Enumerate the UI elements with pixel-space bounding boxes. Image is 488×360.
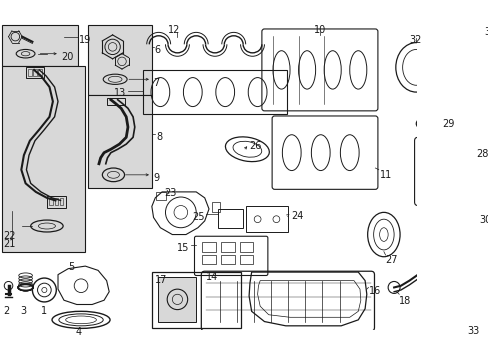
- Text: 14: 14: [206, 272, 218, 282]
- Bar: [202, 255, 215, 264]
- Bar: [221, 255, 234, 264]
- Text: 31: 31: [484, 27, 488, 37]
- Text: 33: 33: [467, 326, 479, 336]
- Text: 32: 32: [408, 35, 421, 45]
- Text: 2: 2: [3, 306, 10, 316]
- Text: 3: 3: [20, 306, 26, 316]
- Text: 27: 27: [385, 255, 397, 265]
- Bar: [158, 277, 196, 321]
- Bar: [221, 242, 234, 252]
- Text: 28: 28: [475, 149, 488, 159]
- Bar: [47, 196, 65, 208]
- Bar: [55, 198, 58, 205]
- Text: 22: 22: [3, 231, 16, 241]
- Text: 8: 8: [156, 132, 162, 142]
- Text: 15: 15: [177, 243, 189, 253]
- Bar: [245, 206, 288, 232]
- Bar: [143, 70, 286, 114]
- Bar: [88, 95, 152, 189]
- Text: 25: 25: [192, 212, 204, 222]
- Bar: [211, 202, 220, 212]
- Text: 26: 26: [248, 141, 261, 151]
- Bar: [202, 242, 215, 252]
- Bar: [152, 272, 241, 328]
- Text: 4: 4: [75, 327, 81, 337]
- Bar: [239, 255, 253, 264]
- Text: 30: 30: [478, 215, 488, 225]
- Text: 6: 6: [154, 45, 160, 55]
- Text: 12: 12: [168, 25, 180, 35]
- Text: 1: 1: [41, 306, 47, 316]
- Text: 29: 29: [441, 118, 453, 129]
- Text: 13: 13: [114, 88, 126, 98]
- Text: 5: 5: [68, 262, 74, 272]
- Text: 23: 23: [163, 188, 176, 198]
- Bar: [156, 192, 166, 201]
- Text: 16: 16: [368, 286, 380, 296]
- Text: 19: 19: [79, 35, 91, 45]
- Bar: [1, 25, 78, 66]
- Bar: [217, 209, 243, 228]
- Bar: [39, 69, 41, 76]
- Bar: [239, 242, 253, 252]
- Text: 17: 17: [155, 275, 167, 285]
- Bar: [28, 69, 32, 76]
- Text: 18: 18: [398, 296, 410, 306]
- Bar: [25, 67, 44, 78]
- Text: 9: 9: [153, 173, 160, 183]
- Bar: [88, 25, 152, 95]
- Text: 21: 21: [3, 239, 16, 249]
- Text: 24: 24: [291, 211, 304, 221]
- Bar: [107, 98, 124, 105]
- Bar: [49, 198, 53, 205]
- Text: 7: 7: [153, 78, 160, 87]
- Bar: [33, 69, 37, 76]
- Text: 10: 10: [313, 25, 325, 35]
- Text: 20: 20: [61, 52, 74, 62]
- Bar: [60, 198, 63, 205]
- Text: 11: 11: [379, 170, 391, 180]
- Bar: [441, 270, 451, 278]
- Bar: [1, 66, 85, 252]
